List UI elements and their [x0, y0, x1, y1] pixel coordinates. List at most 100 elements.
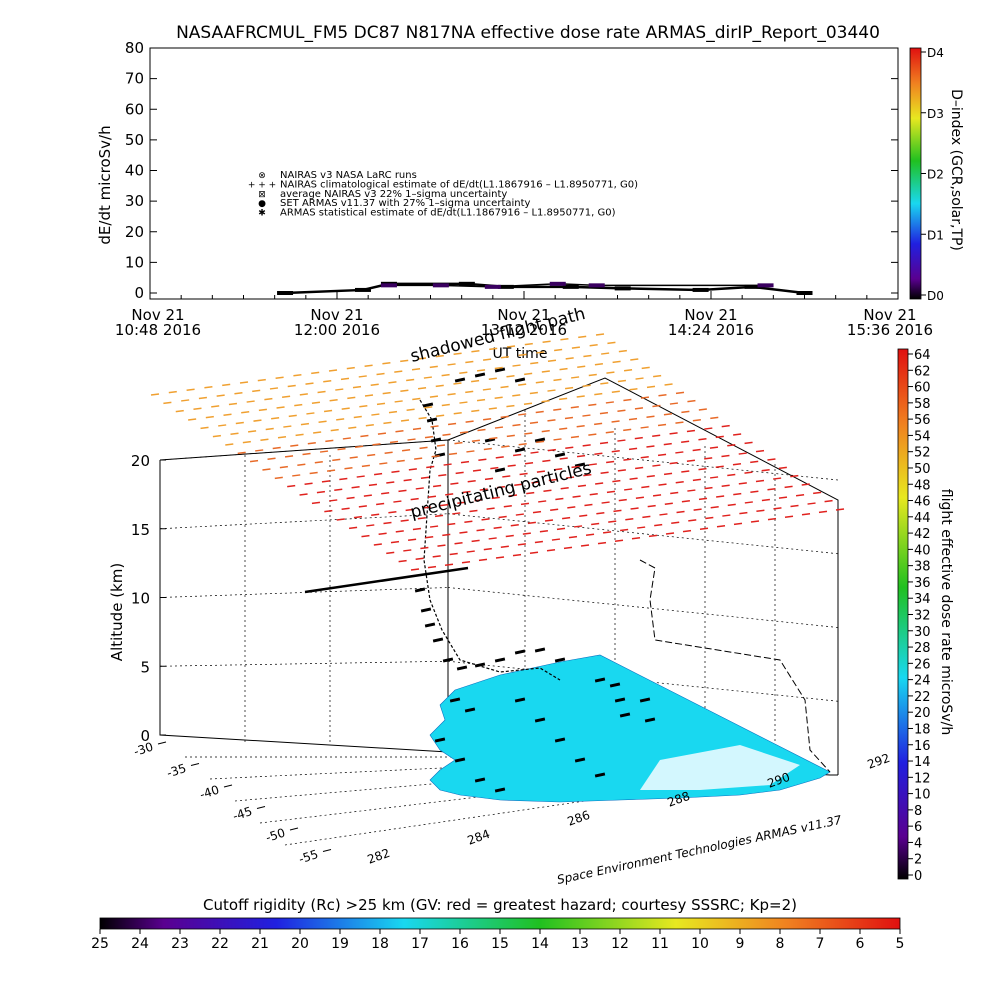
particle-dash — [354, 445, 364, 449]
particle-dash — [518, 353, 527, 357]
dose-colorbar-tick-label: 2 — [914, 853, 922, 868]
top-y-tick-label: 70 — [125, 70, 144, 88]
flight-point — [644, 717, 656, 723]
particle-dash — [406, 378, 415, 382]
flight-point — [574, 757, 586, 763]
flight-point — [494, 367, 506, 373]
particle-dash — [623, 458, 632, 461]
particle-dash — [659, 513, 668, 516]
particle-dash — [486, 507, 495, 510]
top-y-axis-label: dE/dt microSv/h — [96, 125, 114, 244]
particle-dash — [612, 360, 621, 364]
flight-point — [449, 697, 461, 703]
grid-line — [447, 587, 839, 628]
particle-dash — [358, 375, 367, 378]
particle-dash — [334, 488, 343, 491]
particle-dash — [795, 493, 805, 497]
particle-dash — [733, 522, 743, 526]
particle-dash — [287, 384, 296, 388]
particle-dash — [248, 430, 257, 433]
particle-dash — [483, 447, 492, 451]
particle-dash — [383, 521, 392, 525]
flight-point — [639, 697, 651, 703]
particle-dash — [652, 434, 661, 438]
particle-dash — [554, 348, 563, 352]
particle-dash — [483, 547, 492, 551]
particle-dash — [595, 482, 604, 485]
particle-dash — [376, 502, 385, 506]
particle-dash — [617, 409, 626, 413]
particle-dash — [282, 395, 291, 399]
particle-dash — [294, 403, 303, 407]
particle-dash — [175, 409, 184, 413]
rigidity-label: Cutoff rigidity (Rc) >25 km (GV: red = g… — [203, 896, 797, 914]
particle-dash — [553, 408, 562, 411]
particle-dash — [306, 412, 315, 415]
particle-dash — [372, 443, 381, 446]
particle-dash — [346, 496, 355, 500]
particle-dash — [710, 476, 719, 479]
particle-dash — [467, 479, 476, 483]
flight-point — [609, 682, 621, 688]
particle-dash — [342, 437, 351, 440]
particle-dash — [500, 545, 509, 549]
flight-point — [422, 402, 434, 408]
particle-dash — [750, 520, 760, 523]
series-marker — [549, 281, 566, 286]
particle-dash — [230, 432, 239, 436]
flight-point — [494, 467, 506, 473]
particle-dash — [239, 381, 249, 384]
particle-dash — [500, 385, 509, 389]
dose-colorbar-tick-label: 60 — [914, 381, 931, 396]
particle-dash — [623, 398, 632, 402]
dose-colorbar-tick-label: 54 — [914, 429, 931, 444]
particle-dash — [727, 473, 736, 477]
dose-colorbar-tick-label: 6 — [914, 820, 922, 835]
particle-dash — [400, 359, 409, 363]
particle-dash — [750, 460, 759, 464]
flight-track — [419, 399, 561, 681]
particle-dash — [299, 493, 308, 496]
particle-dash — [388, 410, 398, 414]
particle-dash — [407, 538, 417, 541]
top-y-tick-label: 10 — [125, 253, 144, 271]
dose-colorbar-tick-label: 62 — [914, 364, 931, 379]
flight-point — [554, 452, 566, 458]
dindex-tick-label: D4 — [927, 46, 944, 60]
particle-dash — [339, 477, 348, 481]
particle-dash — [692, 478, 701, 482]
latitude-tick — [256, 806, 266, 809]
rigidity-tick-label: 7 — [816, 936, 825, 952]
particle-dash — [321, 480, 331, 483]
legend-symbol: ✱ — [258, 209, 266, 219]
particle-dash — [252, 389, 261, 393]
latitude-ticks: -30 -35 -40 -45 -50 -55 — [132, 740, 332, 866]
particle-dash — [376, 372, 385, 376]
particle-dash — [249, 459, 259, 463]
particle-dash — [605, 401, 614, 404]
flight-point — [594, 772, 606, 778]
particle-dash — [669, 432, 678, 435]
series-marker — [432, 283, 449, 288]
particle-dash — [488, 377, 497, 380]
particle-dash — [688, 519, 697, 522]
particle-dash — [307, 441, 316, 445]
particle-dash — [505, 534, 514, 538]
particle-dash — [434, 514, 444, 518]
particle-dash — [588, 373, 597, 377]
particle-dash — [546, 549, 556, 552]
particle-dash — [732, 463, 742, 466]
particle-dash — [624, 488, 633, 491]
particle-dash — [606, 371, 615, 374]
particle-dash — [658, 393, 667, 397]
particle-dash — [705, 516, 714, 520]
particle-dash — [420, 476, 430, 479]
particle-dash — [631, 537, 641, 540]
rigidity-tick-label: 6 — [856, 936, 865, 952]
particle-dash — [457, 501, 466, 504]
latitude-tick — [223, 784, 233, 788]
particle-dash — [687, 399, 696, 403]
side-projection-line — [639, 559, 831, 773]
particle-dash — [551, 538, 561, 541]
particle-dash — [356, 475, 365, 478]
